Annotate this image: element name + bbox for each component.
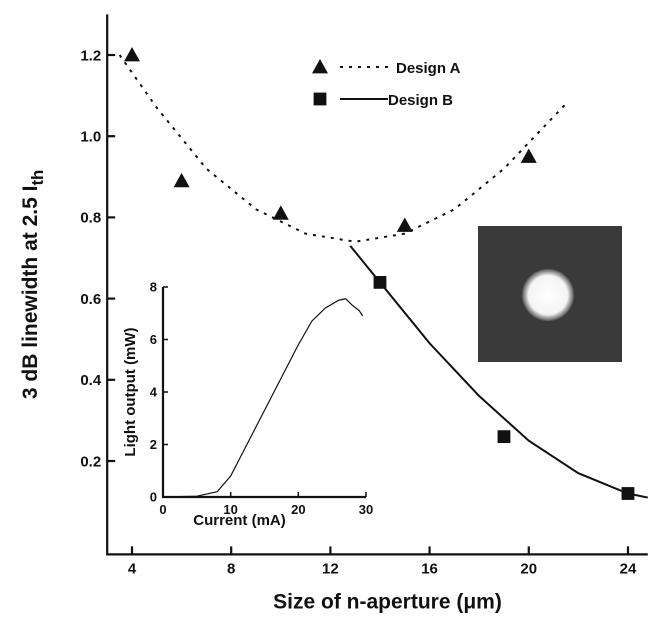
triangle-marker [520, 148, 537, 163]
axis-line [161, 287, 366, 499]
x-tick-label: 30 [359, 502, 373, 517]
fit-line [349, 245, 649, 499]
y-axis-label: 3 dB linewidth at 2.5 Ith [19, 170, 47, 399]
triangle-marker [272, 205, 289, 220]
triangle-marker [123, 47, 140, 62]
triangle-marker [173, 172, 190, 188]
near-field-image [478, 226, 622, 362]
data-line [162, 298, 364, 498]
square-marker [497, 430, 511, 444]
x-tick-label: 0 [159, 502, 166, 517]
legend-label: Design B [388, 92, 453, 109]
y-tick-label: 6 [150, 332, 157, 347]
square-marker [621, 487, 635, 500]
x-tick-label: 10 [223, 502, 237, 517]
fit-line [118, 54, 567, 243]
y-axis-label-subscript: th [28, 170, 47, 186]
y-axis-label-text: Light output (mW) [122, 327, 139, 456]
image-spot [522, 269, 574, 321]
y-tick-label: 0.4 [80, 372, 102, 389]
y-tick-label: 0.2 [80, 453, 101, 470]
x-tick-label: 20 [291, 502, 305, 517]
x-axis-label: Current (mA) [193, 512, 286, 529]
x-tick-label: 16 [421, 560, 438, 577]
y-axis-label-text: 3 dB linewidth at 2.5 I [19, 186, 42, 400]
y-tick-label: 0.6 [80, 291, 101, 308]
square-marker [373, 275, 387, 289]
y-tick-label: 0 [150, 490, 157, 505]
x-tick-label: 24 [620, 560, 637, 577]
legend-label: Design A [396, 60, 461, 77]
y-tick-label: 4 [150, 385, 158, 400]
square-marker [313, 92, 327, 106]
triangle-marker [396, 217, 413, 232]
y-tick-label: 1.0 [80, 128, 101, 145]
axis-line [106, 14, 648, 556]
x-tick-label: 4 [128, 560, 137, 577]
y-tick-label: 1.2 [80, 47, 101, 64]
x-tick-label: 8 [227, 560, 235, 577]
x-axis-label: Size of n-aperture (μm) [273, 590, 502, 613]
y-tick-label: 0.8 [80, 210, 101, 227]
triangle-marker [312, 59, 328, 74]
x-tick-label: 20 [520, 560, 537, 577]
y-axis-label: Light output (mW) [122, 327, 139, 456]
y-tick-label: 8 [150, 280, 157, 295]
x-tick-label: 12 [322, 560, 339, 577]
y-tick-label: 2 [150, 437, 157, 452]
